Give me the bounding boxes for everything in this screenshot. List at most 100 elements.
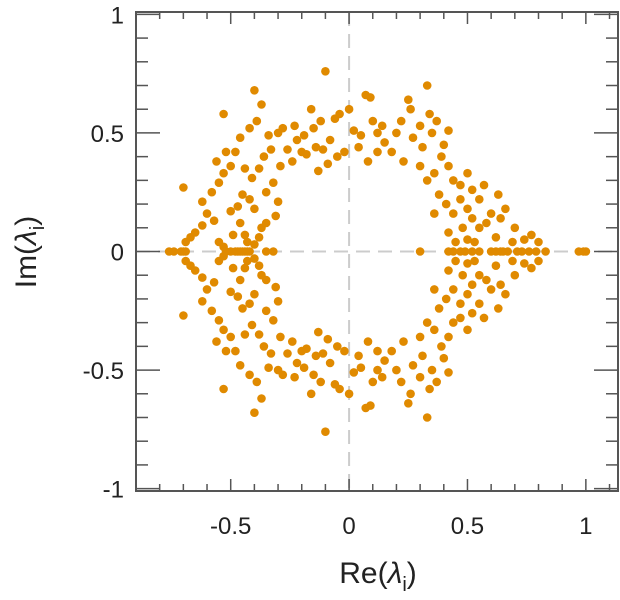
data-point	[235, 218, 245, 228]
data-point	[202, 285, 212, 294]
data-point	[415, 372, 425, 382]
data-point	[363, 157, 373, 166]
data-point	[169, 247, 179, 256]
data-point	[219, 242, 228, 252]
data-point	[503, 247, 512, 256]
data-point	[494, 304, 503, 313]
data-point	[479, 313, 489, 323]
data-point	[387, 346, 397, 356]
data-point	[198, 197, 207, 206]
data-point	[444, 126, 453, 135]
data-point	[231, 147, 240, 157]
data-point	[430, 209, 439, 218]
data-point	[463, 259, 472, 268]
data-point	[278, 123, 288, 133]
data-point	[467, 214, 477, 223]
data-point	[243, 256, 252, 266]
data-point	[456, 299, 465, 309]
data-point	[207, 306, 217, 316]
data-point	[250, 254, 259, 263]
data-point	[422, 413, 432, 422]
data-point	[299, 131, 309, 140]
data-point	[508, 237, 517, 247]
data-point	[458, 270, 468, 280]
data-point	[368, 377, 378, 387]
data-point	[238, 304, 247, 313]
data-point	[520, 235, 529, 244]
data-point	[226, 287, 235, 297]
data-point	[449, 247, 458, 256]
data-point	[321, 67, 330, 76]
data-point	[349, 368, 359, 377]
data-point	[179, 247, 188, 256]
data-point	[266, 145, 276, 154]
data-point	[288, 157, 297, 166]
data-point	[283, 145, 292, 154]
data-point	[373, 147, 382, 157]
data-point	[261, 187, 271, 197]
data-point	[396, 116, 406, 126]
data-point	[252, 116, 262, 126]
data-point	[363, 337, 373, 346]
data-point	[387, 147, 397, 157]
data-point	[273, 197, 283, 206]
data-point	[494, 190, 503, 199]
data-point	[432, 377, 442, 387]
data-point	[269, 316, 278, 325]
data-point	[422, 81, 432, 90]
data-point	[198, 273, 207, 282]
data-point	[219, 168, 228, 178]
data-point	[491, 261, 501, 271]
data-point	[418, 351, 427, 361]
data-point	[292, 358, 302, 368]
data-point	[261, 306, 271, 316]
data-point	[247, 320, 257, 330]
data-point	[491, 233, 501, 242]
data-point	[444, 266, 453, 275]
data-point	[501, 204, 510, 214]
data-point	[214, 178, 224, 187]
data-point	[209, 216, 219, 225]
data-point	[273, 297, 283, 306]
data-point	[314, 327, 323, 337]
data-point	[517, 247, 527, 256]
data-point	[235, 275, 245, 285]
y-axis-label: Im(λi)	[10, 216, 49, 289]
x-tick-label: 1	[579, 513, 592, 540]
data-point	[233, 292, 243, 301]
data-point	[314, 166, 323, 176]
data-point	[486, 209, 496, 218]
data-point	[475, 223, 484, 233]
data-point	[221, 147, 231, 157]
data-point	[290, 121, 299, 131]
data-point	[354, 351, 363, 361]
data-point	[430, 285, 439, 294]
data-point	[247, 173, 257, 183]
data-point	[415, 121, 425, 131]
data-point	[245, 247, 254, 256]
data-point	[496, 214, 505, 223]
data-point	[408, 361, 418, 370]
data-point	[449, 176, 458, 185]
data-point	[475, 195, 484, 204]
data-point	[463, 204, 472, 214]
data-point	[261, 275, 271, 285]
data-point	[198, 297, 207, 306]
data-points	[164, 67, 591, 437]
data-point	[444, 332, 453, 342]
data-point	[254, 261, 264, 271]
data-point	[377, 121, 387, 131]
y-tick-labels: 1 0.5 0 -0.5 -1	[83, 2, 124, 503]
data-point	[373, 365, 382, 375]
data-point	[451, 237, 460, 247]
data-point	[212, 337, 221, 346]
data-point	[302, 150, 311, 159]
data-point	[266, 349, 276, 358]
y-tick-label: 1	[111, 2, 124, 29]
data-point	[380, 138, 389, 147]
data-point	[219, 384, 228, 394]
data-point	[444, 228, 453, 237]
data-point	[437, 342, 446, 351]
data-point	[209, 278, 219, 287]
